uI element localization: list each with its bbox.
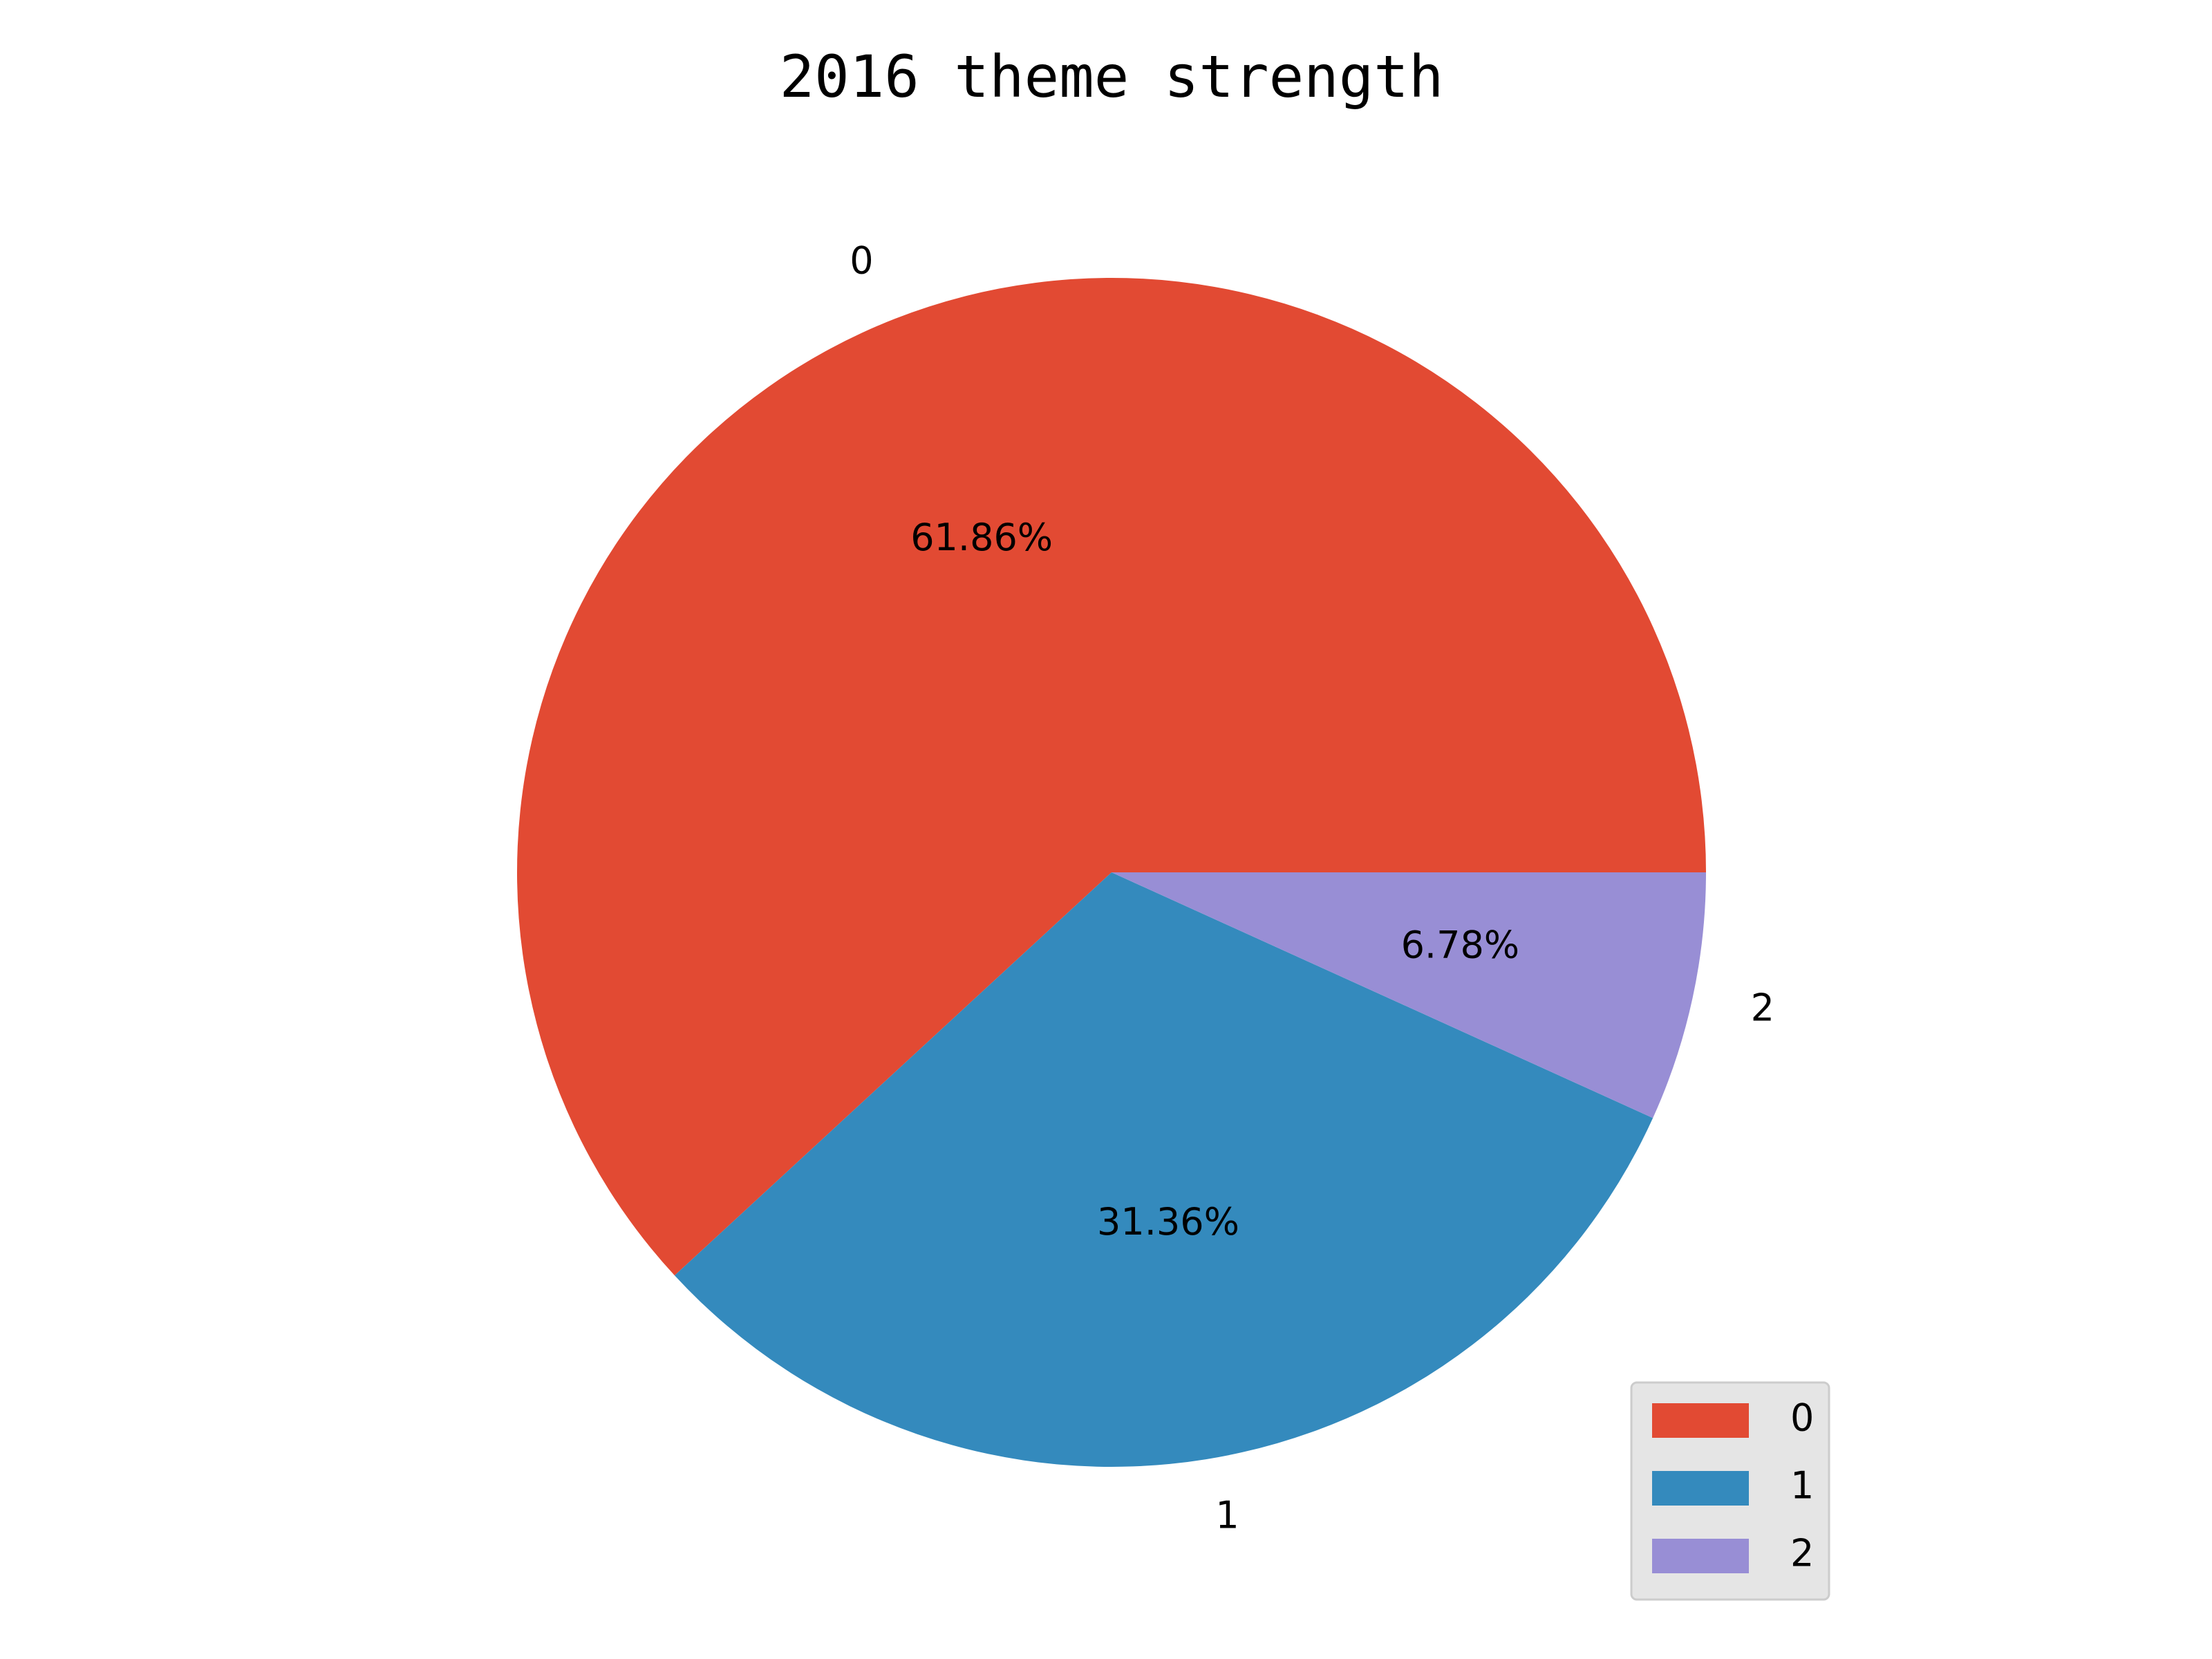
legend: 0 1 2 <box>1630 1381 1830 1601</box>
pie-slice-1 <box>674 872 1653 1467</box>
percent-labels: 61.86% 31.36% 6.78% <box>910 516 1519 1244</box>
percent-label-1: 31.36% <box>1097 1200 1239 1244</box>
chart-title: 2016 theme strength <box>780 43 1444 111</box>
legend-label-0: 0 <box>1790 1396 1814 1440</box>
legend-swatch-2 <box>1652 1539 1749 1573</box>
legend-label-1: 1 <box>1790 1464 1814 1508</box>
percent-label-2: 6.78% <box>1401 924 1520 967</box>
slice-label-1: 1 <box>1215 1494 1239 1537</box>
slice-label-2: 2 <box>1751 986 1774 1030</box>
slice-labels: 0 1 2 <box>850 239 1774 1537</box>
pie-slices <box>516 278 1706 1467</box>
pie-slice-0 <box>516 278 1706 1276</box>
legend-swatch-0 <box>1652 1403 1749 1438</box>
legend-swatch-1 <box>1652 1471 1749 1506</box>
legend-label-2: 2 <box>1790 1532 1814 1575</box>
pie-slice-2 <box>1112 872 1706 1118</box>
slice-label-0: 0 <box>850 239 873 283</box>
percent-label-0: 61.86% <box>910 516 1053 559</box>
